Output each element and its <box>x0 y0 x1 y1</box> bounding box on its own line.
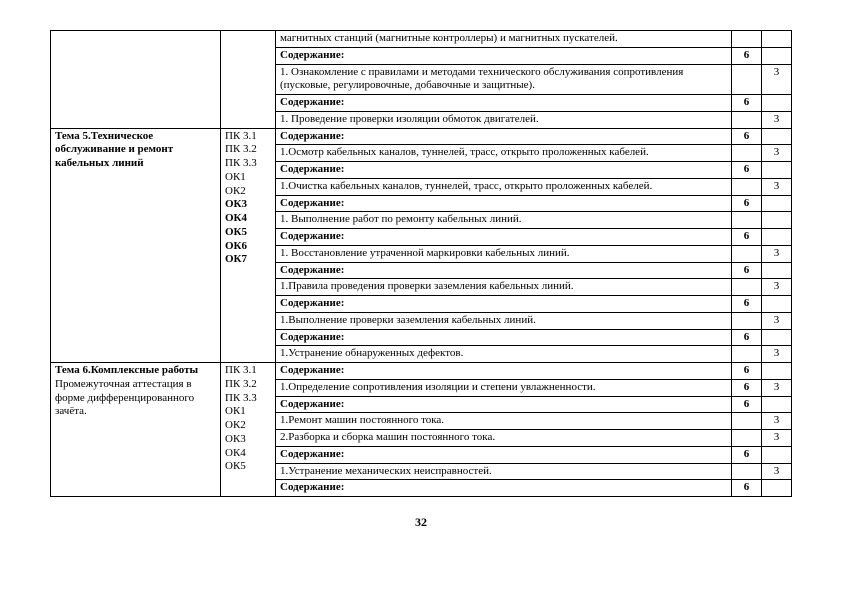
level-cell <box>762 95 792 112</box>
hours-cell: 6 <box>732 262 762 279</box>
content-cell: Содержание: <box>276 363 732 380</box>
content-cell: Содержание: <box>276 195 732 212</box>
hours-cell <box>732 145 762 162</box>
level-cell <box>762 128 792 145</box>
content-cell: Содержание: <box>276 329 732 346</box>
content-cell: 1.Выполнение проверки заземления кабельн… <box>276 312 732 329</box>
hours-cell <box>732 430 762 447</box>
level-cell <box>762 162 792 179</box>
hours-cell: 6 <box>732 162 762 179</box>
hours-cell: 6 <box>732 195 762 212</box>
level-cell <box>762 329 792 346</box>
level-cell: 3 <box>762 145 792 162</box>
content-cell: Содержание: <box>276 262 732 279</box>
hours-cell <box>732 245 762 262</box>
content-cell: Содержание: <box>276 446 732 463</box>
hours-cell <box>732 463 762 480</box>
content-cell: 1.Очистка кабельных каналов, туннелей, т… <box>276 178 732 195</box>
level-cell <box>762 396 792 413</box>
content-cell: 1. Восстановление утраченной маркировки … <box>276 245 732 262</box>
hours-cell <box>732 212 762 229</box>
hours-cell: 6 <box>732 363 762 380</box>
content-cell: 1.Устранение механических неисправностей… <box>276 463 732 480</box>
content-cell: 1. Выполнение работ по ремонту кабельных… <box>276 212 732 229</box>
hours-cell: 6 <box>732 128 762 145</box>
hours-cell <box>732 111 762 128</box>
content-cell: 1.Правила проведения проверки заземления… <box>276 279 732 296</box>
hours-cell: 6 <box>732 296 762 313</box>
hours-cell <box>732 64 762 95</box>
level-cell: 3 <box>762 279 792 296</box>
hours-cell <box>732 413 762 430</box>
level-cell <box>762 446 792 463</box>
content-cell: 1.Определение сопротивления изоляции и с… <box>276 379 732 396</box>
hours-cell <box>732 312 762 329</box>
level-cell: 3 <box>762 463 792 480</box>
table-row: Тема 5.Техническое обслуживание и ремонт… <box>51 128 792 145</box>
hours-cell: 6 <box>732 329 762 346</box>
table-row: Тема 6.Комплексные работыПромежуточная а… <box>51 363 792 380</box>
content-cell: Содержание: <box>276 95 732 112</box>
content-cell: Содержание: <box>276 229 732 246</box>
hours-cell <box>732 279 762 296</box>
level-cell: 3 <box>762 245 792 262</box>
page-number: 32 <box>50 515 792 530</box>
level-cell: 3 <box>762 346 792 363</box>
topic-cell: Тема 5.Техническое обслуживание и ремонт… <box>51 128 221 363</box>
level-cell <box>762 296 792 313</box>
hours-cell: 6 <box>732 47 762 64</box>
level-cell <box>762 212 792 229</box>
hours-cell: 6 <box>732 229 762 246</box>
level-cell: 3 <box>762 64 792 95</box>
content-cell: магнитных станций (магнитные контроллеры… <box>276 31 732 48</box>
level-cell <box>762 47 792 64</box>
content-cell: Содержание: <box>276 480 732 497</box>
hours-cell <box>732 178 762 195</box>
content-cell: 1.Ремонт машин постоянного тока. <box>276 413 732 430</box>
content-cell: 1.Устранение обнаруженных дефектов. <box>276 346 732 363</box>
content-cell: 1. Ознакомление с правилами и методами т… <box>276 64 732 95</box>
hours-cell: 6 <box>732 480 762 497</box>
level-cell: 3 <box>762 178 792 195</box>
content-cell: 2.Разборка и сборка машин постоянного то… <box>276 430 732 447</box>
level-cell: 3 <box>762 312 792 329</box>
content-cell: Содержание: <box>276 296 732 313</box>
level-cell <box>762 195 792 212</box>
hours-cell: 6 <box>732 379 762 396</box>
level-cell: 3 <box>762 430 792 447</box>
hours-cell <box>732 31 762 48</box>
level-cell <box>762 480 792 497</box>
content-cell: 1. Проведение проверки изоляции обмоток … <box>276 111 732 128</box>
hours-cell: 6 <box>732 95 762 112</box>
table-row: магнитных станций (магнитные контроллеры… <box>51 31 792 48</box>
level-cell <box>762 229 792 246</box>
level-cell <box>762 363 792 380</box>
competencies-cell <box>221 31 276 129</box>
topic-cell <box>51 31 221 129</box>
content-cell: Содержание: <box>276 396 732 413</box>
topic-cell: Тема 6.Комплексные работыПромежуточная а… <box>51 363 221 497</box>
content-cell: Содержание: <box>276 128 732 145</box>
content-cell: Содержание: <box>276 162 732 179</box>
curriculum-table: магнитных станций (магнитные контроллеры… <box>50 30 792 497</box>
hours-cell <box>732 346 762 363</box>
content-cell: 1.Осмотр кабельных каналов, туннелей, тр… <box>276 145 732 162</box>
competencies-cell: ПК 3.1ПК 3.2ПК 3.3ОК1ОК2ОК3ОК4ОК5 <box>221 363 276 497</box>
content-cell: Содержание: <box>276 47 732 64</box>
hours-cell: 6 <box>732 396 762 413</box>
competencies-cell: ПК 3.1ПК 3.2ПК 3.3ОК1ОК2ОК3ОК4ОК5ОК6ОК7 <box>221 128 276 363</box>
level-cell: 3 <box>762 111 792 128</box>
level-cell: 3 <box>762 379 792 396</box>
level-cell <box>762 31 792 48</box>
level-cell <box>762 262 792 279</box>
hours-cell: 6 <box>732 446 762 463</box>
level-cell: 3 <box>762 413 792 430</box>
